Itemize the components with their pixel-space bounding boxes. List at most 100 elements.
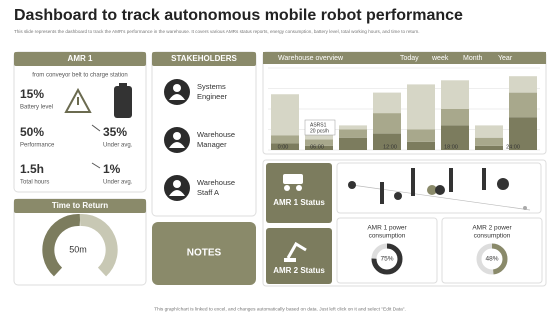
bar-segment	[407, 129, 435, 142]
subtitle: This slide represents the dashboard to t…	[14, 29, 420, 34]
return-header	[14, 199, 146, 213]
amr2-status: AMR 2 Status	[273, 266, 325, 275]
arm-icon	[286, 241, 307, 259]
dot	[435, 185, 445, 195]
notes-box[interactable]	[152, 222, 256, 285]
gauge-arc	[476, 243, 508, 275]
bar-segment	[475, 145, 503, 150]
bar-segment	[271, 143, 299, 150]
power-label: consumption	[474, 233, 511, 240]
return-ring	[79, 213, 118, 277]
metric-label: Battery level	[20, 105, 53, 111]
period-tab[interactable]: Today	[400, 55, 419, 62]
stakeholder-name: Warehouse	[197, 178, 235, 187]
stakeholder-name: Manager	[197, 140, 227, 149]
bar-segment	[339, 129, 367, 138]
x-label: 18:00	[444, 144, 458, 150]
stakeholder-name: Warehouse	[197, 130, 235, 139]
avatar-body	[169, 94, 185, 100]
warehouse-title: Warehouse overview	[278, 55, 344, 62]
bar-segment	[339, 125, 367, 130]
tooltip-text: 20 pcs/h	[310, 128, 329, 134]
stakeholders-title: STAKEHOLDERS	[171, 54, 237, 63]
bar-segment	[373, 92, 401, 114]
bar-segment	[339, 137, 367, 150]
metric-label: Under avg.	[103, 143, 133, 149]
tooltip-text: ASRS1	[310, 122, 327, 128]
period-tab[interactable]: Year	[498, 55, 513, 62]
gauge-arc	[371, 243, 403, 275]
metric-value: 1.5h	[20, 162, 44, 176]
power-card	[336, 217, 438, 284]
arm-icon	[284, 258, 296, 262]
avatar-body	[169, 190, 185, 196]
return-ring	[42, 213, 81, 277]
notes: NOTES	[187, 248, 222, 259]
power-card	[441, 217, 543, 284]
avatar-body	[169, 142, 185, 148]
bar-segment	[475, 137, 503, 146]
bar-segment	[509, 117, 537, 150]
stakeholder-name: Engineer	[197, 92, 228, 101]
metric-value: 1%	[103, 162, 121, 176]
bar-segment	[373, 113, 401, 134]
amr1-header	[14, 52, 146, 66]
period-tab[interactable]: week	[431, 55, 449, 62]
x-label: 24:00	[506, 144, 520, 150]
avatar-head	[173, 180, 181, 188]
amr1-status: AMR 1 Status	[273, 198, 325, 207]
dot	[348, 181, 356, 189]
avatar-head	[173, 84, 181, 92]
x-label: 0:00	[278, 144, 289, 150]
power-label: consumption	[369, 233, 406, 240]
arrow	[91, 124, 101, 132]
metric-value: 50%	[20, 125, 44, 139]
bar	[380, 182, 384, 204]
tooltip	[304, 119, 336, 136]
bar-segment	[407, 84, 435, 130]
metric-label: Total hours	[20, 180, 49, 186]
footer: This graph/chart is linked to excel, and…	[154, 306, 406, 312]
bar-segment	[271, 135, 299, 144]
power-label: AMR 2 power	[472, 225, 512, 232]
dot	[394, 192, 402, 200]
gauge-value: 48%	[485, 256, 498, 263]
bar-segment	[271, 94, 299, 136]
bar-segment	[441, 125, 469, 150]
bar-segment	[373, 133, 401, 150]
dot	[427, 185, 437, 195]
battery-icon	[114, 86, 132, 118]
battery-icon	[119, 83, 127, 87]
dot	[523, 206, 527, 210]
period-tab[interactable]: Month	[463, 55, 483, 62]
warehouse-header	[263, 52, 546, 64]
amr1-title: AMR 1	[68, 54, 93, 63]
x-label: 12:00	[383, 144, 397, 150]
title: Dashboard to track autonomous mobile rob…	[14, 7, 463, 24]
bar	[411, 168, 415, 196]
return-value: 50m	[69, 244, 87, 254]
amr2-status-box	[266, 228, 332, 284]
stakeholder-name: Staff A	[197, 188, 219, 197]
amr1-status-box	[266, 163, 332, 223]
bar	[482, 168, 486, 190]
arrow	[91, 162, 101, 169]
bar-segment	[305, 145, 333, 150]
bar-segment	[441, 80, 469, 109]
power-label: AMR 1 power	[367, 225, 407, 232]
return-title: Time to Return	[52, 201, 108, 210]
bar-segment	[305, 139, 333, 146]
bar-segment	[441, 109, 469, 126]
bar-segment	[509, 92, 537, 118]
metric-value: 15%	[20, 87, 44, 101]
avatar-head	[173, 132, 181, 140]
robot-icon	[284, 185, 290, 191]
amr1-route: from conveyor belt to charge station	[32, 73, 127, 79]
metric-value: 35%	[103, 125, 127, 139]
robot-icon	[283, 174, 303, 184]
warning-icon	[64, 87, 92, 113]
bar	[449, 168, 453, 192]
stakeholders-header	[152, 52, 256, 66]
